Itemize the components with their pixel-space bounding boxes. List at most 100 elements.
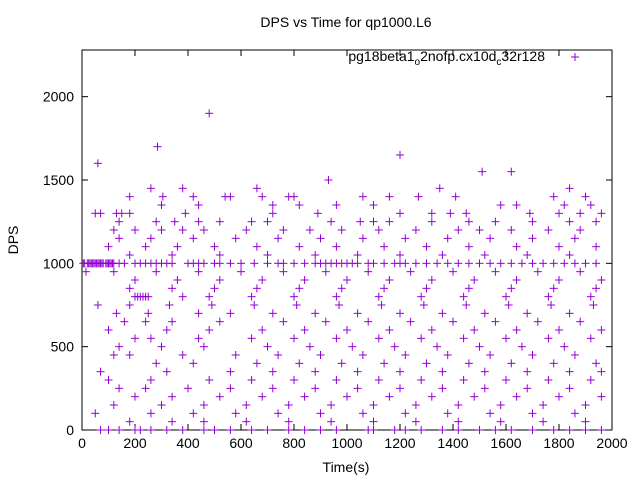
- y-axis-label: DPS: [5, 226, 21, 255]
- data-point: [374, 334, 383, 343]
- data-point: [462, 209, 471, 218]
- data-point: [496, 259, 505, 268]
- data-point: [443, 409, 452, 418]
- data-point: [316, 426, 325, 434]
- data-point: [215, 259, 224, 268]
- data-point: [332, 334, 341, 343]
- data-point: [364, 267, 373, 276]
- data-point: [199, 226, 208, 234]
- data-point: [427, 217, 436, 226]
- data-point: [502, 334, 510, 343]
- legend-name-mid: 2nofp.cx10d: [420, 48, 496, 64]
- data-point: [377, 301, 386, 309]
- data-point: [512, 326, 521, 334]
- data-point: [454, 417, 463, 426]
- data-point: [385, 192, 394, 201]
- data-point: [512, 276, 521, 284]
- data-point: [454, 426, 463, 434]
- x-tick-label: 1600: [490, 435, 521, 451]
- data-point: [523, 309, 532, 318]
- data-point: [427, 326, 436, 334]
- data-point: [544, 376, 553, 384]
- data-point: [165, 301, 174, 309]
- data-point: [539, 259, 548, 268]
- data-point: [311, 309, 320, 318]
- data-point: [507, 426, 516, 434]
- legend-label: pg18beta1o2nofp.cx10dc32r128: [348, 48, 545, 68]
- data-point: [332, 242, 341, 251]
- data-point: [385, 276, 394, 284]
- data-point: [396, 309, 404, 318]
- data-point: [528, 409, 537, 418]
- data-point: [226, 259, 235, 268]
- data-point: [385, 217, 394, 226]
- data-point: [576, 267, 585, 276]
- data-point: [480, 367, 489, 376]
- data-point: [104, 242, 113, 251]
- data-point: [443, 351, 452, 359]
- data-point: [462, 301, 471, 309]
- data-point: [247, 376, 256, 384]
- data-point: [581, 417, 590, 426]
- data-point: [438, 384, 447, 393]
- data-point: [284, 417, 293, 426]
- data-point: [125, 192, 134, 201]
- data-point: [173, 276, 182, 284]
- data-point: [528, 234, 537, 243]
- data-point: [570, 259, 579, 268]
- data-point: [401, 409, 410, 418]
- data-point: [96, 367, 105, 376]
- data-point: [396, 209, 404, 218]
- data-point: [109, 226, 118, 234]
- data-point: [480, 251, 489, 259]
- data-point: [215, 251, 224, 259]
- data-point: [178, 426, 187, 434]
- data-point: [93, 159, 102, 168]
- data-point: [491, 317, 500, 326]
- data-point: [549, 284, 558, 293]
- data-point: [459, 292, 468, 301]
- data-point: [125, 417, 134, 426]
- data-point: [433, 342, 442, 351]
- legend: pg18beta1o2nofp.cx10dc32r128: [348, 48, 579, 68]
- data-point: [475, 342, 484, 351]
- data-point: [512, 201, 521, 209]
- data-point: [358, 351, 367, 359]
- data-point: [279, 267, 288, 276]
- data-point: [252, 359, 261, 368]
- data-point: [295, 284, 304, 293]
- data-point: [443, 234, 452, 243]
- data-point: [353, 251, 362, 259]
- data-point: [417, 334, 426, 343]
- data-point: [321, 317, 330, 326]
- x-tick-label: 1400: [437, 435, 468, 451]
- data-point: [144, 292, 153, 301]
- data-point: [417, 426, 426, 434]
- data-point: [549, 192, 558, 201]
- data-point: [146, 426, 155, 434]
- data-point: [189, 234, 198, 243]
- data-point: [125, 284, 134, 293]
- data-point: [237, 267, 245, 276]
- data-point: [597, 426, 606, 434]
- legend-name-sub2: c: [496, 57, 501, 68]
- data-point: [131, 334, 139, 343]
- data-point: [549, 426, 558, 434]
- data-point: [555, 392, 563, 401]
- data-point: [470, 392, 479, 401]
- data-point: [247, 217, 256, 226]
- data-point: [258, 192, 267, 201]
- data-point: [586, 334, 595, 343]
- data-point: [327, 417, 336, 426]
- data-point: [369, 259, 378, 268]
- data-point: [380, 259, 389, 268]
- data-point: [292, 301, 301, 309]
- data-point: [480, 384, 489, 393]
- data-point: [525, 209, 534, 218]
- data-point: [231, 234, 240, 243]
- data-point: [131, 226, 139, 234]
- data-point: [112, 309, 121, 318]
- data-point: [507, 259, 516, 268]
- data-point: [205, 326, 214, 334]
